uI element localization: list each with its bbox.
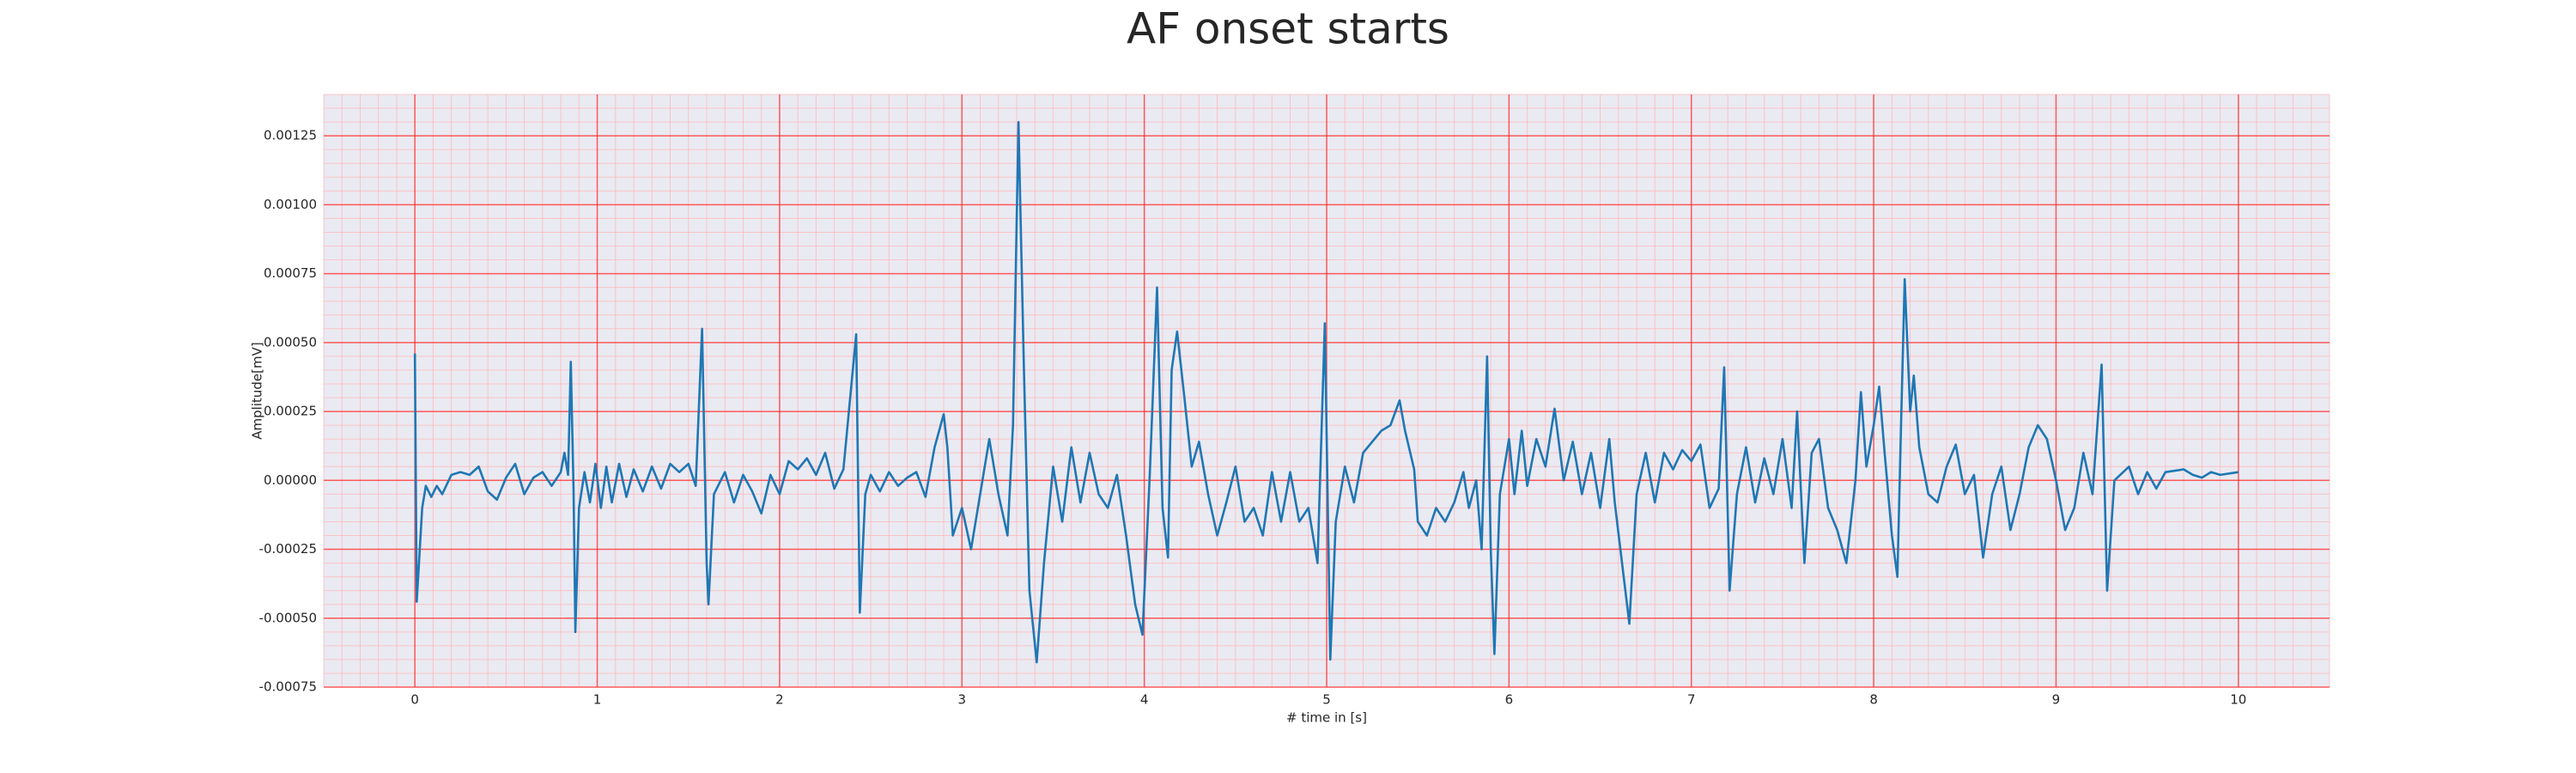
x-tick-label: 0 <box>410 692 419 708</box>
x-tick-label: 3 <box>957 692 966 708</box>
x-tick-label: 9 <box>2052 692 2061 708</box>
y-tick-label: -0.00075 <box>259 679 317 695</box>
x-tick-label: 1 <box>593 692 602 708</box>
y-tick-label: -0.00050 <box>259 610 317 625</box>
y-tick-label: 0.00050 <box>264 334 317 350</box>
y-tick-label: 0.00025 <box>264 404 317 419</box>
y-axis-label: Amplitude[mV] <box>250 342 265 439</box>
chart-title: AF onset starts <box>1127 4 1449 54</box>
x-tick-label: 10 <box>2230 692 2246 708</box>
x-tick-label: 7 <box>1687 692 1696 708</box>
x-tick-label: 8 <box>1869 692 1878 708</box>
y-tick-label: 0.00000 <box>264 472 317 488</box>
line <box>413 120 2239 664</box>
x-tick-label: 4 <box>1140 692 1149 708</box>
y-tick-label: 0.00075 <box>264 265 317 281</box>
x-tick-label: 2 <box>775 692 784 708</box>
y-tick-label: -0.00025 <box>259 541 317 557</box>
x-tick-label: 5 <box>1322 692 1331 708</box>
y-tick-label: 0.00100 <box>264 197 317 212</box>
x-axis-label: # time in [s] <box>1286 710 1367 726</box>
y-tick-label: 0.00125 <box>264 128 317 143</box>
x-tick-label: 6 <box>1505 692 1514 708</box>
major-grid <box>324 94 2330 688</box>
